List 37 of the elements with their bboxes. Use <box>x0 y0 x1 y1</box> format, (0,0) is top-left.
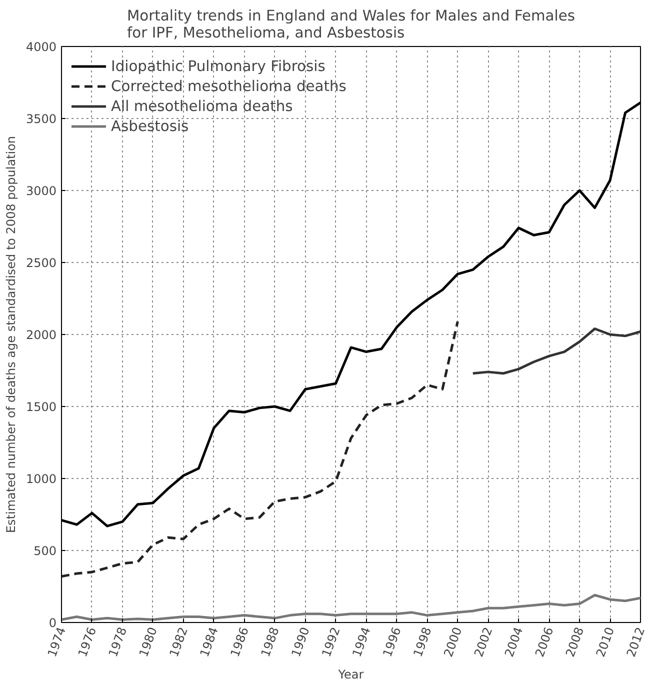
y-tick-label: 1500 <box>26 400 57 414</box>
x-tick-label: 1982 <box>166 625 190 659</box>
x-tick-label: 1976 <box>75 625 100 659</box>
y-tick-label: 1000 <box>26 472 57 486</box>
x-tick-label: 1994 <box>350 625 374 659</box>
y-axis-title: Estimated number of deaths age standardised to 2008 population <box>4 136 18 534</box>
x-tick-label: 1986 <box>228 625 252 659</box>
y-tick-label: 2500 <box>26 256 57 270</box>
x-tick-label: 2006 <box>532 625 556 659</box>
x-tick-label: 1998 <box>410 625 434 659</box>
y-tick-label: 0 <box>48 616 57 630</box>
legend-label: Idiopathic Pulmonary Fibrosis <box>111 58 326 74</box>
legend-label: All mesothelioma deaths <box>111 98 293 114</box>
x-tick-label: 2010 <box>593 625 618 659</box>
x-tick-label: 1984 <box>197 625 221 659</box>
x-tick-label: 1988 <box>258 625 282 659</box>
x-tick-label: 1978 <box>106 625 130 659</box>
y-tick-label: 3000 <box>26 184 57 198</box>
y-tick-label: 4000 <box>26 40 57 54</box>
x-tick-label: 2004 <box>502 625 526 659</box>
y-tick-label: 500 <box>34 544 56 558</box>
x-tick-label: 2000 <box>441 625 465 659</box>
y-tick-label: 3500 <box>26 112 57 126</box>
x-axis-title: Year <box>337 667 364 682</box>
x-tick-label: 2012 <box>624 625 648 659</box>
x-tick-label: 1980 <box>136 625 160 659</box>
x-tick-label: 1990 <box>288 625 312 659</box>
x-tick-label: 1996 <box>380 625 404 659</box>
chart-title: Mortality trends in England and Wales for Males and Females for IPF, Mesothelioma, and Asbestosis <box>127 8 575 42</box>
x-tick-label: 1992 <box>319 625 343 659</box>
legend-label: Asbestosis <box>111 118 189 134</box>
y-tick-label: 2000 <box>26 328 57 342</box>
line-series <box>472 327 640 375</box>
x-tick-label: 2008 <box>563 625 587 659</box>
legend-label: Corrected mesothelioma deaths <box>111 78 346 94</box>
line-series <box>62 320 459 578</box>
x-tick-label: 2002 <box>472 625 496 659</box>
